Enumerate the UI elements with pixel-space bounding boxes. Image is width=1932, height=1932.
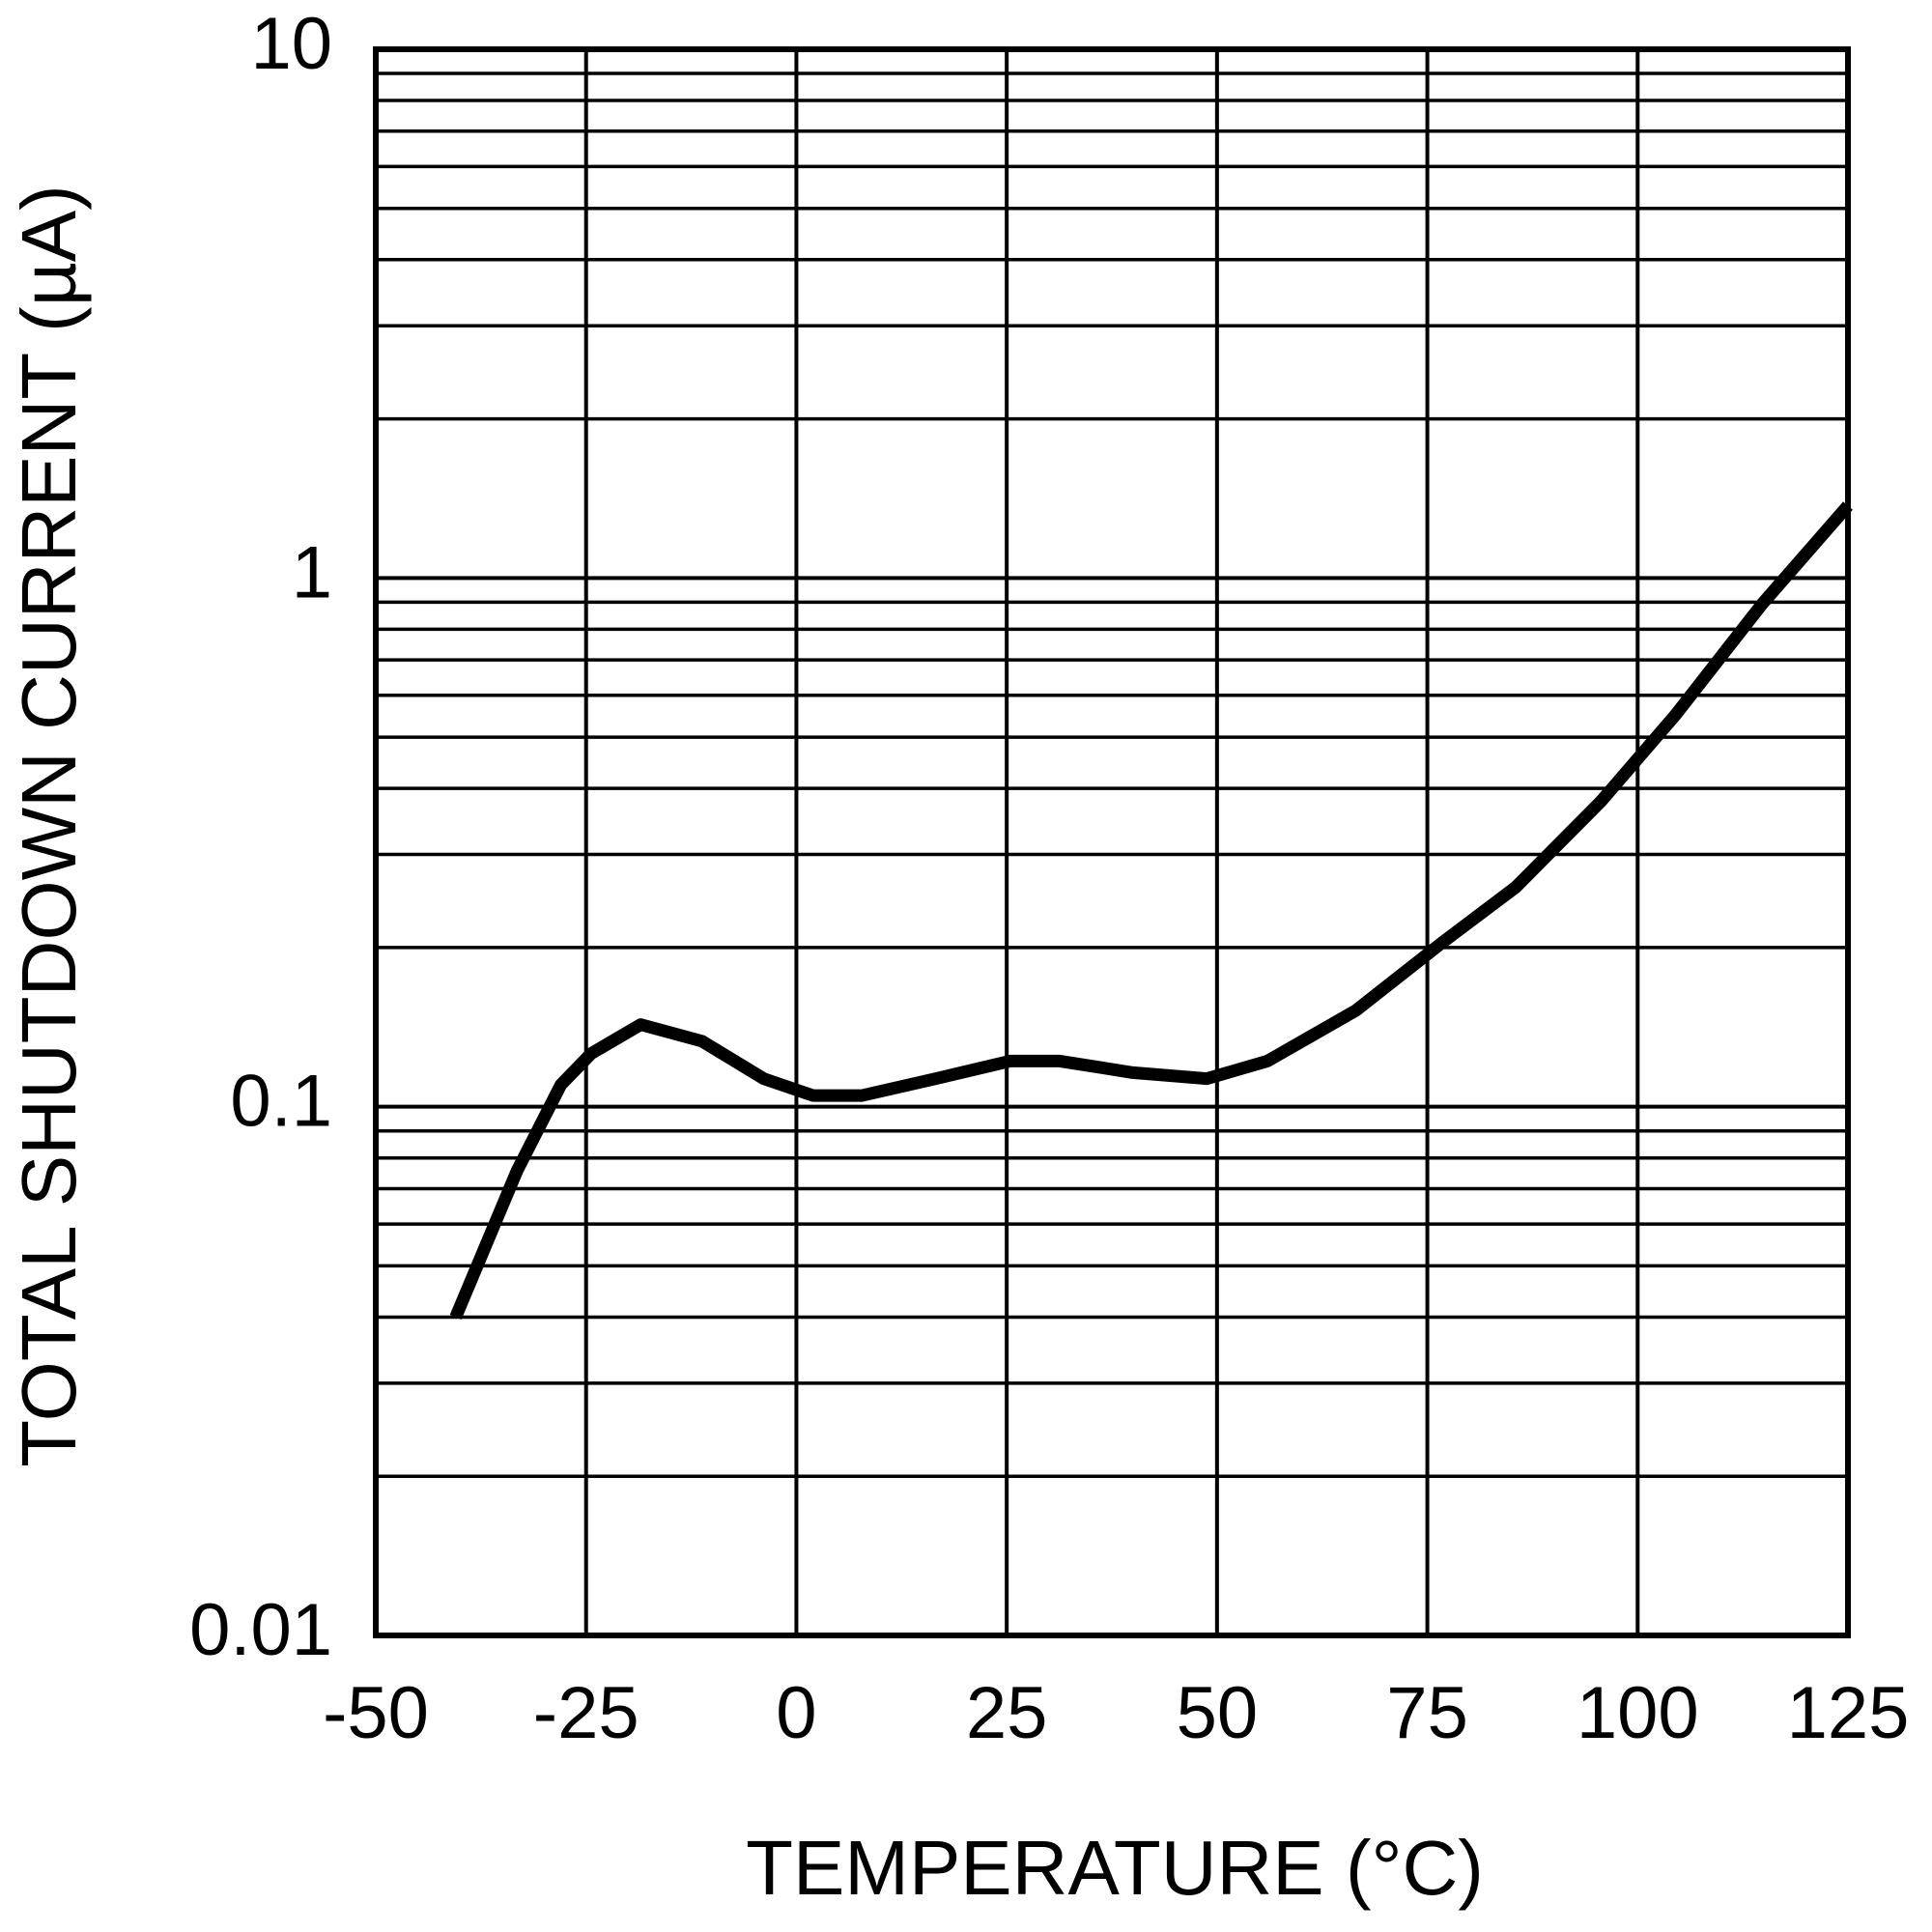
y-axis-title: TOTAL SHUTDOWN CURRENT (µA) bbox=[6, 185, 92, 1467]
y-tick-label: 10 bbox=[250, 3, 332, 85]
y-tick-label: 1 bbox=[292, 531, 332, 613]
x-tick-label: 0 bbox=[776, 1672, 816, 1754]
y-tick-label: 0.01 bbox=[189, 1589, 332, 1671]
x-axis-title: TEMPERATURE (°C) bbox=[746, 1825, 1484, 1911]
x-tick-label: -50 bbox=[323, 1672, 429, 1754]
x-tick-label: 25 bbox=[966, 1672, 1048, 1754]
plot-border bbox=[373, 46, 1851, 1638]
x-tick-label: 100 bbox=[1577, 1672, 1699, 1754]
x-tick-label: -25 bbox=[533, 1672, 639, 1754]
x-tick-label: 125 bbox=[1787, 1672, 1910, 1754]
x-tick-label: 50 bbox=[1177, 1672, 1259, 1754]
x-tick-label: 75 bbox=[1386, 1672, 1468, 1754]
y-tick-label: 0.1 bbox=[230, 1061, 332, 1143]
data-line bbox=[449, 501, 1853, 1321]
